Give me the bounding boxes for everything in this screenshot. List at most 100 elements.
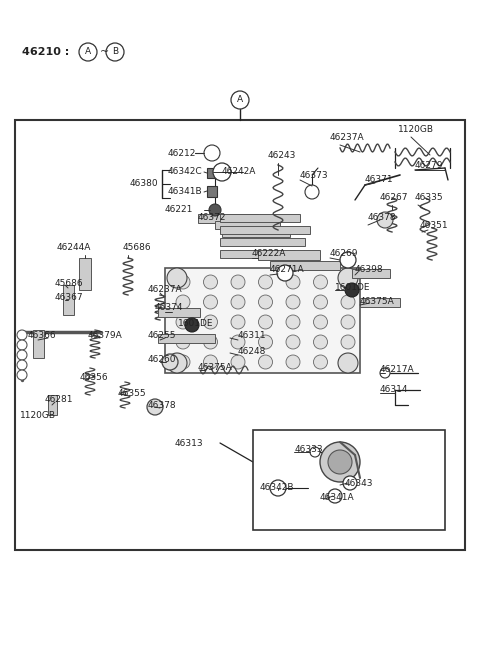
Circle shape	[320, 442, 360, 482]
Bar	[48, 395, 57, 415]
Text: 46255: 46255	[148, 331, 177, 339]
Circle shape	[231, 275, 245, 289]
Circle shape	[286, 275, 300, 289]
Text: 46341A: 46341A	[320, 493, 355, 502]
Circle shape	[167, 353, 187, 373]
Circle shape	[204, 275, 217, 289]
Text: 46351: 46351	[420, 221, 449, 229]
Text: 46260: 46260	[148, 356, 177, 364]
Circle shape	[313, 355, 327, 369]
Circle shape	[341, 275, 355, 289]
Bar	[220, 226, 310, 234]
Circle shape	[310, 447, 320, 457]
Text: 46374: 46374	[155, 303, 183, 312]
Text: 46248: 46248	[238, 348, 266, 356]
Circle shape	[313, 275, 327, 289]
Text: 46244A: 46244A	[57, 244, 91, 252]
Circle shape	[345, 283, 359, 297]
Circle shape	[313, 335, 327, 349]
Bar	[33, 330, 44, 358]
Bar	[270, 261, 340, 269]
Circle shape	[204, 295, 217, 309]
Circle shape	[176, 275, 190, 289]
Text: 46221: 46221	[165, 206, 193, 214]
Bar	[158, 307, 200, 316]
Circle shape	[259, 275, 273, 289]
Circle shape	[313, 315, 327, 329]
Text: 46212: 46212	[168, 149, 196, 157]
Circle shape	[204, 145, 220, 161]
Circle shape	[270, 480, 286, 496]
Circle shape	[286, 355, 300, 369]
Text: 1120GB: 1120GB	[398, 126, 434, 134]
Circle shape	[176, 355, 190, 369]
Circle shape	[204, 355, 217, 369]
Bar	[352, 269, 390, 278]
Text: 46333: 46333	[295, 445, 324, 455]
Text: 46217A: 46217A	[380, 365, 415, 375]
Text: 46237A: 46237A	[148, 286, 182, 295]
Circle shape	[204, 335, 217, 349]
Circle shape	[17, 370, 27, 380]
Circle shape	[209, 204, 221, 216]
Circle shape	[17, 340, 27, 350]
Circle shape	[341, 355, 355, 369]
Text: 46371: 46371	[365, 176, 394, 185]
Circle shape	[259, 295, 273, 309]
Text: 46341B: 46341B	[168, 187, 203, 196]
Circle shape	[328, 489, 342, 503]
Text: 46210 :: 46210 :	[22, 47, 69, 57]
Circle shape	[343, 476, 357, 490]
Circle shape	[231, 335, 245, 349]
Text: 46373: 46373	[300, 170, 329, 179]
Circle shape	[338, 268, 358, 288]
Text: 46314: 46314	[380, 386, 408, 394]
Circle shape	[231, 295, 245, 309]
Text: 46342C: 46342C	[168, 168, 203, 176]
Circle shape	[17, 330, 27, 340]
Circle shape	[231, 315, 245, 329]
Circle shape	[17, 360, 27, 370]
Text: 45686: 45686	[55, 278, 84, 288]
Circle shape	[380, 368, 390, 378]
Bar	[253, 430, 445, 530]
Circle shape	[167, 268, 187, 288]
Text: 1601DE: 1601DE	[178, 318, 214, 328]
Text: 46375A: 46375A	[360, 297, 395, 307]
Bar	[222, 229, 290, 237]
Bar	[15, 120, 465, 550]
Circle shape	[176, 295, 190, 309]
Circle shape	[340, 252, 356, 268]
Text: 46242A: 46242A	[222, 168, 256, 176]
Circle shape	[259, 315, 273, 329]
Bar	[207, 186, 217, 197]
Bar	[62, 285, 73, 315]
Circle shape	[259, 335, 273, 349]
Text: 46343: 46343	[345, 479, 373, 487]
Text: 46398: 46398	[355, 265, 384, 274]
Text: A: A	[237, 96, 243, 105]
Circle shape	[328, 450, 352, 474]
Text: 46281: 46281	[45, 396, 73, 405]
Circle shape	[176, 335, 190, 349]
Text: 46237A: 46237A	[330, 134, 365, 143]
Text: 46271A: 46271A	[270, 265, 305, 274]
Circle shape	[305, 185, 319, 199]
Circle shape	[79, 43, 97, 61]
Text: 46269: 46269	[330, 248, 359, 257]
Circle shape	[185, 318, 199, 332]
Text: 46342B: 46342B	[260, 483, 295, 493]
Text: 46372: 46372	[198, 214, 227, 223]
Circle shape	[259, 355, 273, 369]
Bar	[165, 268, 360, 373]
Text: 46375A: 46375A	[198, 364, 233, 373]
Bar	[360, 297, 400, 307]
Circle shape	[286, 295, 300, 309]
Circle shape	[147, 399, 163, 415]
Circle shape	[377, 212, 393, 228]
Text: 46222A: 46222A	[252, 248, 287, 257]
Text: 46367: 46367	[55, 293, 84, 303]
Text: 46378: 46378	[368, 214, 396, 223]
Circle shape	[338, 353, 358, 373]
Bar	[79, 258, 91, 290]
